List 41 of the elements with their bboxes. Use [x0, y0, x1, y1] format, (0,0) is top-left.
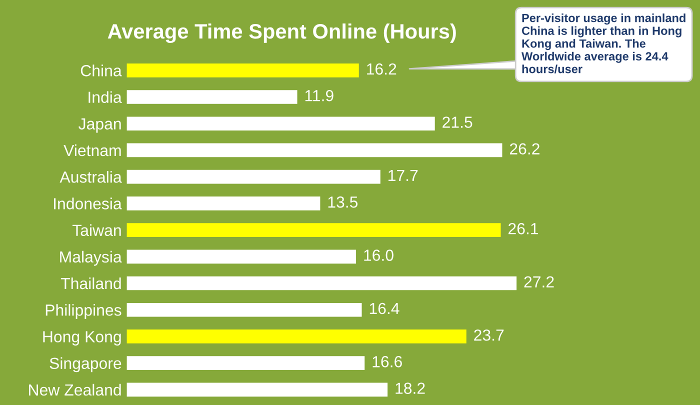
y-tick-label: Hong Kong [43, 331, 121, 346]
y-tick-label: Taiwan [72, 224, 121, 236]
data-label: 13.5 [328, 196, 358, 208]
data-label: 16.0 [364, 250, 394, 261]
bar [126, 90, 298, 104]
data-label: 18.2 [396, 382, 425, 394]
bar [126, 63, 359, 78]
data-label: 26.1 [508, 223, 538, 234]
y-tick-label: Malaysia [60, 250, 122, 266]
y-tick-label: China [80, 64, 122, 76]
bar [126, 250, 356, 264]
bar [126, 196, 320, 210]
y-tick-label: Australia [60, 171, 122, 183]
y-tick-label: Japan [78, 118, 121, 133]
y-tick-label: Vietnam [64, 144, 121, 156]
bar [126, 302, 362, 317]
bar [126, 382, 388, 397]
data-label: 27.2 [524, 276, 554, 288]
bar [126, 116, 435, 131]
data-label: 17.7 [388, 170, 418, 181]
y-tick-label: Singapore [50, 357, 122, 372]
annotation: Per-visitor usage in mainland China is lighter than in Hong Kong and Taiwan. The Worldwide average is 24.4 hours/user [522, 14, 686, 74]
bar [126, 170, 380, 184]
y-tick-label: Indonesia [54, 198, 122, 210]
data-label: 16.2 [367, 63, 396, 75]
data-label: 16.6 [372, 356, 402, 368]
data-label: 26.2 [510, 143, 540, 155]
bar [126, 143, 502, 158]
y-tick-label: New Zealand [29, 384, 121, 396]
data-label: 23.7 [474, 329, 504, 341]
bar [126, 223, 501, 237]
bar [126, 276, 517, 290]
y-tick-label: Thailand [60, 277, 121, 290]
bar [126, 330, 466, 344]
data-label: 11.9 [305, 90, 334, 102]
chart-title: Average Time Spent Online (Hours) [108, 23, 456, 43]
y-tick-label: Philippines [46, 304, 122, 319]
y-tick-label: India [88, 91, 122, 103]
data-label: 21.5 [442, 116, 472, 128]
data-label: 16.4 [370, 302, 400, 314]
bar [126, 356, 365, 370]
